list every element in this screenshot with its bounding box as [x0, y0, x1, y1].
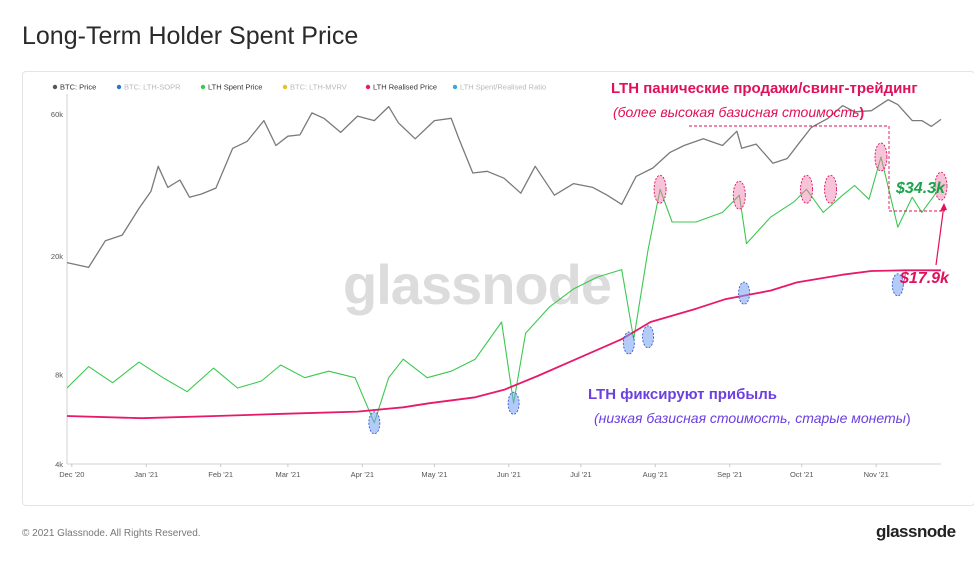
- y-tick-label: 4k: [55, 460, 63, 469]
- brand-logo: glassnode: [876, 522, 956, 541]
- x-tick-label: Dec '20: [59, 470, 84, 479]
- legend-item-label: BTC: Price: [60, 83, 96, 92]
- x-tick-label: Jul '21: [570, 470, 591, 479]
- high-cost-highlight: [874, 142, 888, 172]
- annotation-panic-note: (более высокая базисная стоимость): [613, 104, 864, 120]
- x-tick-label: Nov '21: [864, 470, 889, 479]
- chart-legend: BTC: Price BTC: LTH-SOPR LTH Spent Price BT…: [52, 83, 546, 92]
- legend-dot-icon: [282, 84, 288, 90]
- high-cost-highlight: [824, 174, 837, 204]
- legend-item-label: BTC: LTH-MVRV: [290, 83, 347, 92]
- high-cost-highlight: [653, 174, 667, 204]
- legend-item-label: LTH Spent/Realised Ratio: [460, 83, 546, 92]
- profit-taking-highlight: [622, 331, 635, 355]
- price-series-line: [66, 99, 942, 269]
- chart-series: [66, 99, 942, 424]
- x-tick-label: Jan '21: [134, 470, 158, 479]
- chart: glassnode BTC: Price BTC: LTH-SOPR LTH Spe…: [51, 80, 950, 479]
- profit-taking-highlight: [368, 411, 381, 435]
- y-tick-label: 8k: [55, 370, 63, 379]
- lth-realised-value-label: $17.9k: [899, 270, 950, 287]
- arrow-head-icon: [940, 203, 947, 211]
- annotation-profit-note: (низкая базисная стоимость, старые монет…: [594, 410, 911, 426]
- y-tick-label: 60k: [51, 110, 63, 119]
- annotation-connector: [689, 125, 945, 212]
- profit-taking-highlight: [507, 391, 520, 415]
- watermark-layer: glassnode: [343, 253, 612, 316]
- lth-spent-price-line: [66, 156, 942, 424]
- legend-item-label: BTC: LTH-SOPR: [124, 83, 181, 92]
- legend-item-label: LTH Realised Price: [373, 83, 437, 92]
- profit-taking-highlight: [642, 325, 655, 349]
- lth-realised-price-line: [66, 269, 941, 420]
- legend-dot-icon: [365, 84, 371, 90]
- chart-card: glassnode BTC: Price BTC: LTH-SOPR LTH Spe…: [22, 71, 974, 506]
- watermark-text: glassnode: [343, 253, 611, 316]
- annotation-panic-title: LTH панические продажи/свинг-трейдинг: [611, 80, 918, 97]
- annotation-profit-title: LTH фиксируют прибыль: [588, 386, 777, 403]
- legend-dot-icon: [52, 84, 58, 90]
- copyright-text: © 2021 Glassnode. All Rights Reserved.: [22, 528, 201, 539]
- high-cost-highlight: [934, 171, 948, 201]
- x-tick-label: Jun '21: [497, 470, 521, 479]
- chart-highlights: [368, 142, 948, 435]
- x-tick-label: Apr '21: [351, 470, 375, 479]
- lth-spent-value-label: $34.3k: [895, 180, 946, 197]
- x-tick-label: May '21: [421, 470, 447, 479]
- page-title: Long-Term Holder Spent Price: [22, 22, 359, 50]
- high-cost-highlight: [800, 174, 813, 204]
- profit-taking-highlight: [738, 281, 751, 305]
- x-tick-label: Mar '21: [276, 470, 301, 479]
- legend-dot-icon: [200, 84, 206, 90]
- trend-arrow-icon: [935, 204, 945, 266]
- legend-dot-icon: [116, 84, 122, 90]
- x-tick-label: Sep '21: [717, 470, 742, 479]
- legend-dot-icon: [452, 84, 458, 90]
- x-tick-label: Feb '21: [208, 470, 233, 479]
- y-tick-label: 20k: [51, 252, 63, 261]
- high-cost-highlight: [732, 180, 746, 210]
- x-tick-label: Oct '21: [790, 470, 814, 479]
- profit-taking-highlight: [891, 273, 904, 297]
- x-tick-label: Aug '21: [643, 470, 668, 479]
- chart-annotations: LTH панические продажи/свинг-трейдинг (бо…: [588, 80, 950, 426]
- legend-item-label: LTH Spent Price: [208, 83, 262, 92]
